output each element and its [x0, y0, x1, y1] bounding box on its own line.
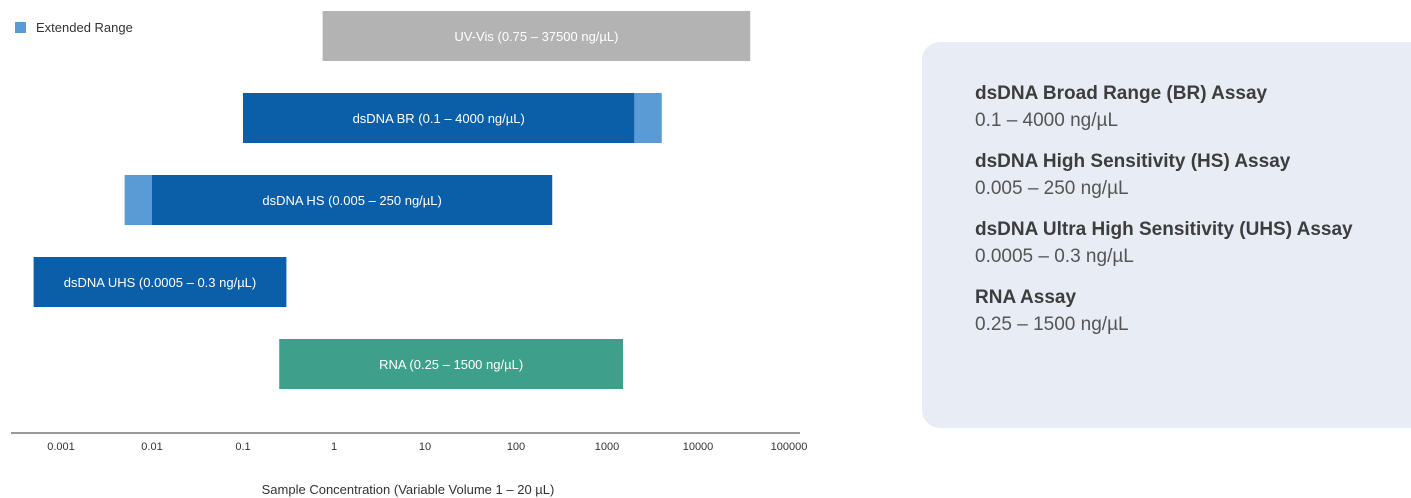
assay-name: dsDNA Broad Range (BR) Assay	[975, 83, 1268, 104]
range-bar	[322, 11, 751, 61]
range-bar	[152, 175, 553, 225]
range-bar	[33, 257, 287, 307]
x-tick-label: 1000	[595, 441, 619, 453]
legend-swatch	[15, 22, 26, 33]
x-tick-label: 0.01	[141, 441, 162, 453]
extended-range-segment	[634, 93, 662, 143]
assay-name: RNA Assay	[975, 287, 1077, 308]
legend-label: Extended Range	[36, 20, 133, 35]
range-bar	[279, 339, 624, 389]
assay-item-br: dsDNA Broad Range (BR) Assay 0.1 – 4000 …	[975, 82, 1411, 133]
assay-item-uhs: dsDNA Ultra High Sensitivity (UHS) Assay…	[975, 218, 1411, 269]
x-tick-label: 10000	[683, 441, 714, 453]
bar-label: dsDNA BR (0.1 – 4000 ng/µL)	[353, 111, 525, 126]
assay-info-panel: dsDNA Broad Range (BR) Assay 0.1 – 4000 …	[922, 42, 1411, 428]
x-tick-label: 1	[331, 441, 337, 453]
range-chart: UV-Vis (0.75 – 37500 ng/µL) dsDNA BR (0.1…	[11, 11, 808, 497]
bar-label: RNA (0.25 – 1500 ng/µL)	[379, 357, 523, 372]
bar-label: dsDNA UHS (0.0005 – 0.3 ng/µL)	[64, 275, 256, 290]
bar-label: UV-Vis (0.75 – 37500 ng/µL)	[454, 29, 618, 44]
assay-range: 0.0005 – 0.3 ng/µL	[975, 246, 1134, 267]
x-tick-label: 100	[507, 441, 525, 453]
assay-item-rna: RNA Assay 0.25 – 1500 ng/µL	[975, 286, 1411, 337]
legend: Extended Range	[15, 20, 133, 35]
assay-name: dsDNA High Sensitivity (HS) Assay	[975, 151, 1291, 172]
x-axis-title: Sample Concentration (Variable Volume 1 …	[262, 482, 555, 497]
assay-range: 0.1 – 4000 ng/µL	[975, 110, 1119, 131]
x-tick-label: 10	[419, 441, 431, 453]
bar-label: dsDNA HS (0.005 – 250 ng/µL)	[262, 193, 441, 208]
x-tick-label: 100000	[771, 441, 808, 453]
x-tick-label: 0.1	[235, 441, 250, 453]
assay-range: 0.005 – 250 ng/µL	[975, 178, 1129, 199]
assay-item-hs: dsDNA High Sensitivity (HS) Assay 0.005 …	[975, 150, 1411, 201]
extended-range-segment	[124, 175, 152, 225]
range-bar	[243, 93, 635, 143]
assay-name: dsDNA Ultra High Sensitivity (UHS) Assay	[975, 219, 1353, 240]
assay-range: 0.25 – 1500 ng/µL	[975, 314, 1129, 335]
x-tick-label: 0.001	[47, 441, 75, 453]
